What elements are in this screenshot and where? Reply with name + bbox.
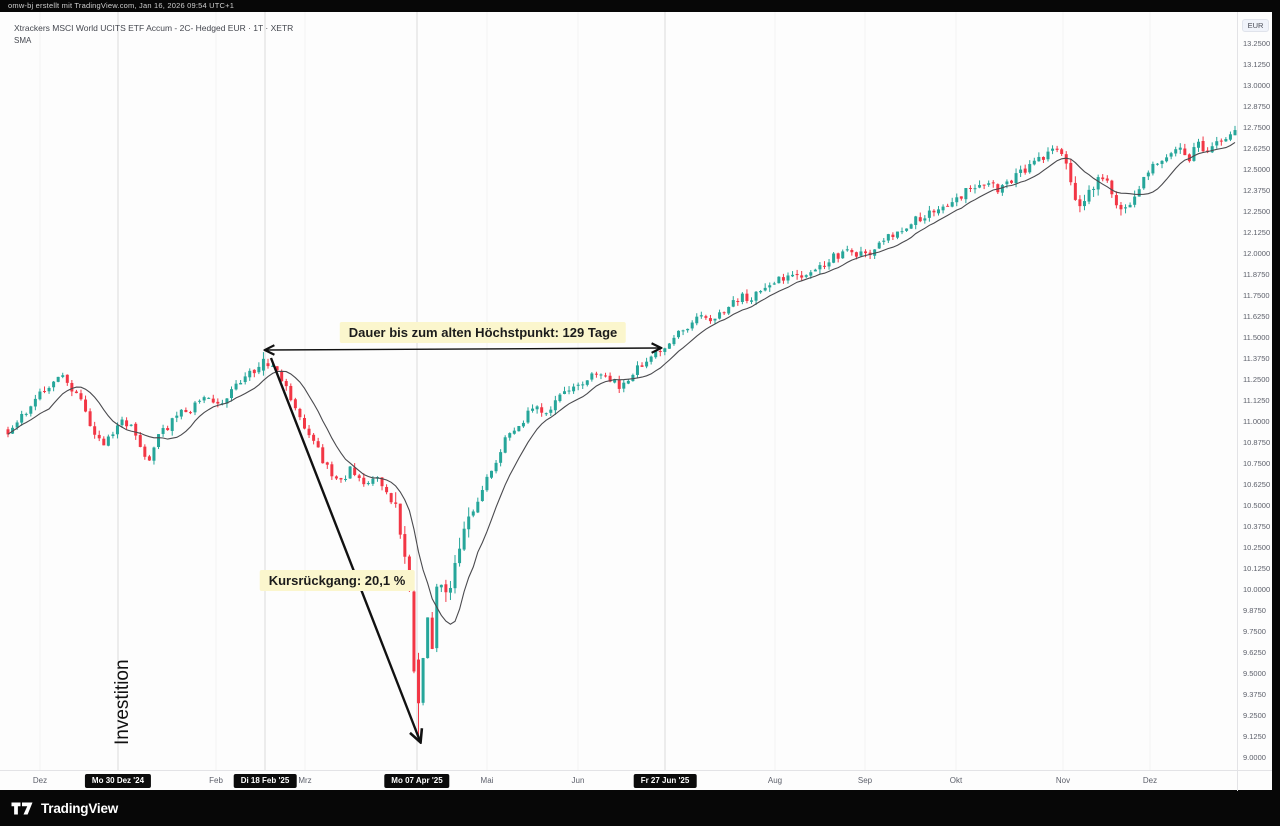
price-axis-label: 13.2500	[1243, 38, 1271, 48]
price-axis-label: 12.3750	[1243, 185, 1271, 195]
month-label: Sep	[857, 776, 873, 785]
price-axis-label: 10.5000	[1243, 500, 1271, 510]
price-axis-label: 9.5000	[1243, 668, 1266, 678]
month-label: Nov	[1055, 776, 1071, 785]
price-axis[interactable]: EUR 13.2500 13.1250 13.0000 12.8750 12.7500 1…	[1237, 12, 1272, 770]
chart-legend: Xtrackers MSCI World UCITS ETF Accum - 2…	[14, 22, 293, 47]
price-axis-label: 11.7500	[1243, 290, 1270, 300]
price-axis-label: 9.6250	[1243, 647, 1266, 657]
date-marker-badge: Mo 07 Apr '25	[384, 773, 450, 788]
footer-bar: TradingView	[0, 790, 1280, 826]
price-axis-label: 11.2500	[1243, 374, 1270, 384]
price-axis-label: 9.7500	[1243, 626, 1266, 636]
price-axis-label: 12.6250	[1243, 143, 1271, 153]
month-label: Dez	[32, 776, 48, 785]
price-axis-label: 11.6250	[1243, 311, 1270, 321]
price-axis-label: 9.3750	[1243, 689, 1266, 699]
tradingview-logo[interactable]: TradingView	[10, 801, 118, 816]
month-label: Okt	[949, 776, 963, 785]
price-axis-label: 11.3750	[1243, 353, 1270, 363]
price-axis-label: 10.3750	[1243, 521, 1271, 531]
tradingview-logo-text: TradingView	[41, 800, 119, 816]
month-label: Dez	[1142, 776, 1158, 785]
symbol-title[interactable]: Xtrackers MSCI World UCITS ETF Accum - 2…	[14, 23, 294, 33]
axis-corner-divider	[1237, 771, 1238, 791]
price-axis-label: 10.0000	[1243, 584, 1271, 594]
month-label: Mrz	[298, 776, 312, 785]
time-axis[interactable]: Dez Feb Mrz Mai Jun Aug Sep Okt Nov Dez Mo 30 Dez…	[0, 770, 1272, 791]
price-axis-label: 12.1250	[1243, 227, 1271, 237]
candlestick-chart[interactable]	[0, 12, 1237, 770]
duration-annotation-label: Dauer bis zum alten Höchstpunkt: 129 Tag…	[339, 322, 627, 343]
price-axis-label: 12.8750	[1243, 101, 1271, 111]
date-marker-badge: Fr 27 Jun '25	[633, 773, 697, 788]
price-axis-label: 9.2500	[1243, 710, 1266, 720]
attribution-text: omw-bj erstellt mit TradingView.com, Jan…	[8, 1, 235, 10]
price-axis-label: 10.7500	[1243, 458, 1271, 468]
price-axis-label: 12.2500	[1243, 206, 1271, 216]
date-marker-badge: Di 18 Feb '25	[233, 773, 297, 788]
month-label: Mai	[480, 776, 494, 785]
month-label: Jun	[571, 776, 585, 785]
price-axis-label: 12.5000	[1243, 164, 1271, 174]
price-axis-label: 10.8750	[1243, 437, 1271, 447]
price-axis-label: 11.8750	[1243, 269, 1270, 279]
currency-unit-badge: EUR	[1242, 19, 1269, 32]
decline-annotation-label: Kursrückgang: 20,1 %	[259, 570, 415, 591]
sma-indicator-label[interactable]: SMA	[14, 36, 32, 45]
price-axis-label: 9.0000	[1243, 752, 1266, 762]
attribution-bar: omw-bj erstellt mit TradingView.com, Jan…	[0, 0, 1280, 12]
tradingview-logo-icon	[11, 802, 33, 814]
price-axis-label: 12.0000	[1243, 248, 1271, 258]
price-axis-label: 13.1250	[1243, 59, 1271, 69]
price-axis-label: 12.7500	[1243, 122, 1271, 132]
price-axis-label: 10.2500	[1243, 542, 1271, 552]
investment-annotation-label: Investition	[112, 659, 133, 745]
month-label: Feb	[209, 776, 223, 785]
price-axis-label: 11.5000	[1243, 332, 1270, 342]
price-axis-label: 11.0000	[1243, 416, 1270, 426]
price-axis-label: 9.1250	[1243, 731, 1266, 741]
month-label: Aug	[767, 776, 783, 785]
price-axis-label: 9.8750	[1243, 605, 1266, 615]
price-axis-label: 11.1250	[1243, 395, 1270, 405]
price-axis-label: 10.1250	[1243, 563, 1271, 573]
price-axis-label: 13.0000	[1243, 80, 1271, 90]
price-axis-label: 10.6250	[1243, 479, 1271, 489]
date-marker-badge: Mo 30 Dez '24	[84, 773, 152, 788]
chart-pane[interactable]: Xtrackers MSCI World UCITS ETF Accum - 2…	[0, 12, 1272, 770]
